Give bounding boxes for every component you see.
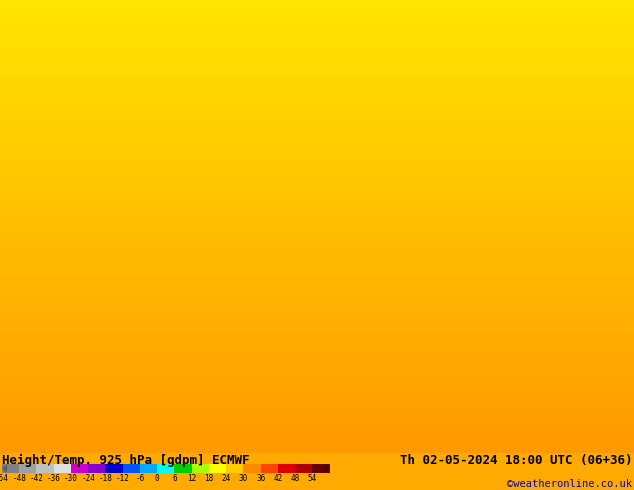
Bar: [261, 464, 278, 473]
Text: 54: 54: [308, 474, 317, 483]
Text: Th 02-05-2024 18:00 UTC (06+36): Th 02-05-2024 18:00 UTC (06+36): [399, 454, 632, 467]
Text: 30: 30: [239, 474, 248, 483]
Bar: [19, 464, 37, 473]
Text: -48: -48: [12, 474, 26, 483]
Bar: [2, 464, 19, 473]
Text: ©weatheronline.co.uk: ©weatheronline.co.uk: [507, 479, 632, 489]
Bar: [209, 464, 226, 473]
Text: -42: -42: [30, 474, 44, 483]
Polygon shape: [2, 464, 7, 473]
Bar: [37, 464, 54, 473]
Bar: [243, 464, 261, 473]
Text: 36: 36: [256, 474, 265, 483]
Bar: [54, 464, 71, 473]
Bar: [71, 464, 88, 473]
Text: -6: -6: [135, 474, 145, 483]
Polygon shape: [325, 464, 330, 473]
Bar: [157, 464, 174, 473]
Text: -30: -30: [64, 474, 78, 483]
Bar: [174, 464, 191, 473]
Text: 6: 6: [172, 474, 177, 483]
Text: 12: 12: [187, 474, 197, 483]
Bar: [191, 464, 209, 473]
Bar: [295, 464, 313, 473]
Text: 24: 24: [221, 474, 231, 483]
Text: -36: -36: [47, 474, 61, 483]
Text: -12: -12: [116, 474, 130, 483]
Text: Height/Temp. 925 hPa [gdpm] ECMWF: Height/Temp. 925 hPa [gdpm] ECMWF: [2, 454, 250, 467]
Text: -24: -24: [81, 474, 95, 483]
Bar: [226, 464, 243, 473]
Text: -18: -18: [98, 474, 112, 483]
Text: 0: 0: [155, 474, 160, 483]
Bar: [278, 464, 295, 473]
Bar: [105, 464, 123, 473]
Bar: [140, 464, 157, 473]
Bar: [88, 464, 105, 473]
Bar: [313, 464, 330, 473]
Text: 18: 18: [204, 474, 214, 483]
Text: -54: -54: [0, 474, 9, 483]
Bar: [123, 464, 140, 473]
Text: 42: 42: [273, 474, 283, 483]
Text: 48: 48: [290, 474, 300, 483]
